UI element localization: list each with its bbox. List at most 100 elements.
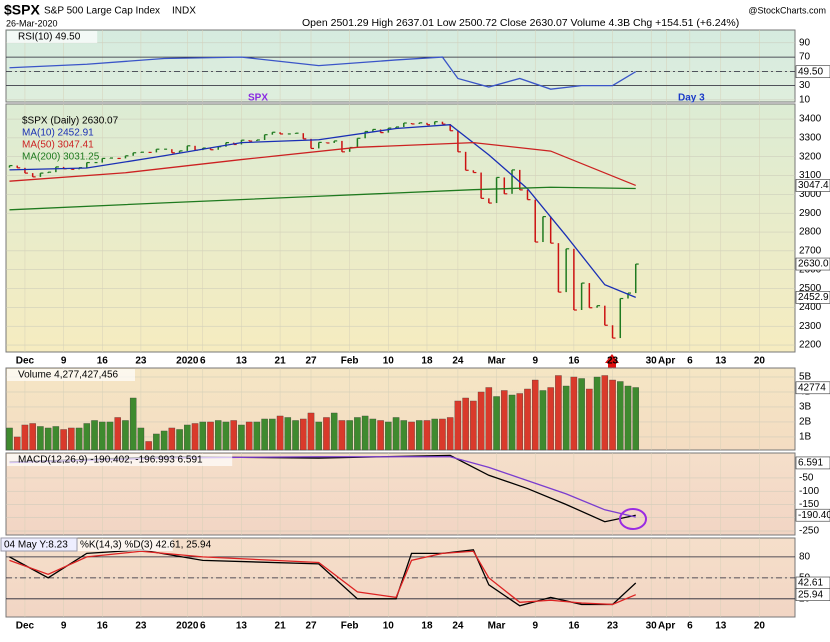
value-box-label: 2630.0 bbox=[798, 259, 829, 270]
volume-bar bbox=[446, 417, 454, 451]
volume-bar bbox=[153, 433, 160, 451]
x-tick-label: 9 bbox=[61, 621, 67, 632]
x-tick-label: 23 bbox=[135, 356, 147, 367]
series-line bbox=[9, 186, 636, 211]
legend-bg bbox=[7, 31, 98, 43]
volume-bar bbox=[137, 427, 145, 451]
volume-bar bbox=[21, 424, 29, 451]
source: @StockCharts.com bbox=[748, 5, 826, 15]
legend-bg bbox=[7, 454, 233, 466]
volume-bar bbox=[245, 421, 253, 451]
volume-bar bbox=[106, 421, 114, 451]
y-tick-label: 2300 bbox=[799, 321, 822, 332]
volume-bar bbox=[315, 421, 322, 451]
x-tick-label: Mar bbox=[488, 621, 506, 632]
y-tick-label: 2800 bbox=[799, 227, 822, 238]
y-tick-label: -150 bbox=[799, 499, 819, 510]
legend-entry: $SPX (Daily) 2630.07 bbox=[22, 116, 119, 127]
x-tick-label: 10 bbox=[383, 356, 395, 367]
volume-bar bbox=[29, 423, 36, 451]
panel-title: RSI(10) 49.50 bbox=[18, 32, 81, 43]
x-tick-label: 6 bbox=[200, 356, 206, 367]
volume-bar bbox=[168, 427, 176, 451]
volume-bar bbox=[191, 423, 199, 451]
volume-bar bbox=[570, 376, 578, 451]
volume-bar bbox=[547, 387, 554, 451]
x-tick-label: Dec bbox=[16, 356, 35, 367]
volume-bar bbox=[361, 415, 369, 451]
volume-bar bbox=[129, 397, 137, 451]
volume-bar bbox=[230, 420, 237, 451]
volume-bar bbox=[508, 394, 516, 451]
y-tick-label: 3300 bbox=[799, 133, 822, 144]
x-tick-label: 9 bbox=[532, 356, 538, 367]
volume-bar bbox=[462, 397, 469, 451]
value-box bbox=[795, 65, 830, 79]
x-tick-label: 16 bbox=[568, 621, 580, 632]
y-tick-label: 70 bbox=[799, 52, 811, 63]
volume-bar bbox=[122, 420, 129, 451]
annotation: SPX bbox=[248, 93, 268, 104]
panel bbox=[5, 103, 796, 353]
volume-bar bbox=[238, 424, 245, 451]
volume-bar bbox=[91, 420, 98, 451]
value-box-label: 25.94 bbox=[798, 589, 823, 600]
volume-bar bbox=[562, 385, 570, 451]
x-tick-label: 20 bbox=[754, 621, 766, 632]
y-tick-label: 3400 bbox=[799, 114, 822, 125]
volume-bar bbox=[160, 430, 168, 451]
volume-bar bbox=[99, 421, 106, 451]
volume-bar bbox=[338, 420, 346, 451]
x-tick-label: 27 bbox=[305, 356, 317, 367]
x-tick-label: 27 bbox=[305, 621, 317, 632]
legend-entry: MA(10) 2452.91 bbox=[22, 128, 94, 139]
volume-bar bbox=[493, 396, 500, 451]
legend-entry: MA(50) 3047.41 bbox=[22, 140, 94, 151]
x-tick-label: Apr bbox=[658, 356, 675, 367]
y-tick-label: 5B bbox=[799, 372, 812, 383]
volume-bar bbox=[617, 381, 624, 451]
symbol: $SPX bbox=[4, 2, 40, 18]
x-tick-label: 10 bbox=[383, 621, 395, 632]
y-tick-label: -50 bbox=[799, 473, 814, 484]
series-line bbox=[9, 550, 636, 606]
value-box bbox=[795, 179, 830, 192]
x-tick-label: 16 bbox=[568, 356, 580, 367]
y-tick-label: 30 bbox=[799, 80, 811, 91]
volume-bar bbox=[300, 418, 307, 451]
volume-bar bbox=[52, 426, 60, 451]
y-tick-label: 3B bbox=[799, 402, 812, 413]
volume-bar bbox=[292, 420, 299, 451]
volume-bar bbox=[199, 421, 207, 451]
x-tick-label: 13 bbox=[236, 356, 248, 367]
x-tick-label: 16 bbox=[97, 621, 109, 632]
exchange: INDX bbox=[172, 6, 196, 17]
x-tick-label: 23 bbox=[135, 621, 147, 632]
volume-bar bbox=[423, 420, 431, 451]
x-tick-label: 21 bbox=[275, 621, 287, 632]
panel bbox=[5, 367, 796, 451]
panel bbox=[5, 29, 796, 103]
y-tick-label: -100 bbox=[799, 486, 819, 497]
y-tick-label: 2B bbox=[799, 417, 812, 428]
value-box-label: 42.61 bbox=[798, 578, 823, 589]
series-line bbox=[9, 549, 637, 607]
x-tick-label: 23 bbox=[607, 621, 619, 632]
volume-bar bbox=[207, 421, 214, 451]
x-tick-label: Mar bbox=[488, 356, 506, 367]
arrow-stem bbox=[608, 362, 616, 369]
highlight bbox=[619, 508, 647, 530]
x-tick-label: 9 bbox=[532, 621, 538, 632]
volume-bar bbox=[539, 390, 547, 451]
volume-bar bbox=[377, 420, 384, 451]
note: 04 May Y:8.23 bbox=[4, 540, 68, 551]
volume-bar bbox=[586, 388, 593, 451]
x-tick-label: 30 bbox=[646, 356, 658, 367]
x-tick-label: 13 bbox=[236, 621, 248, 632]
volume-bar bbox=[261, 418, 268, 451]
y-tick-label: 2400 bbox=[799, 302, 822, 313]
x-tick-label: 13 bbox=[715, 621, 727, 632]
volume-bar bbox=[222, 421, 230, 451]
